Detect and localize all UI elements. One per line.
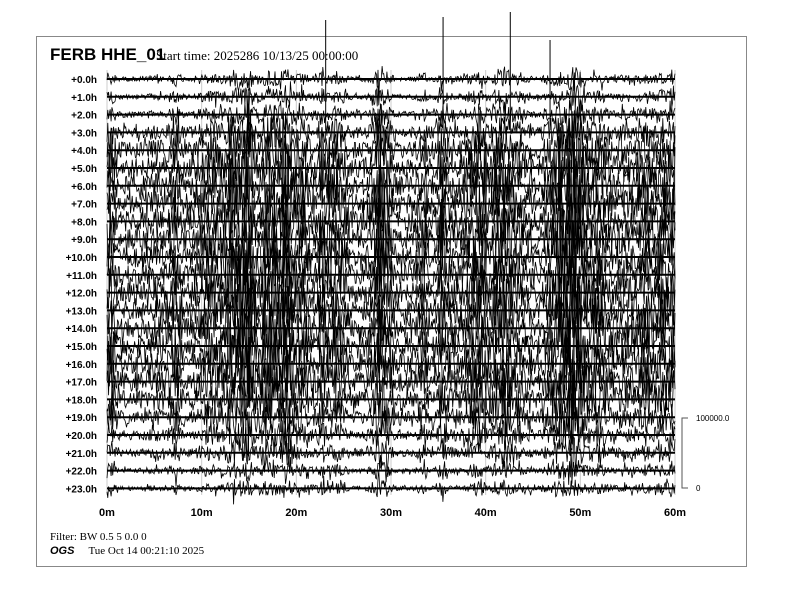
scale-min-label: 0	[696, 484, 701, 493]
hour-label: +7.0h	[71, 200, 97, 211]
plot-timestamp: Tue Oct 14 00:21:10 2025	[88, 545, 205, 557]
x-tick-label: 10m	[191, 507, 213, 519]
x-tick-label: 30m	[380, 507, 402, 519]
hour-label: +13.0h	[66, 306, 97, 317]
seismic-trace	[106, 141, 676, 284]
seismic-trace	[106, 194, 676, 303]
hour-label: +16.0h	[66, 360, 97, 371]
scale-max-label: 100000.0	[696, 414, 730, 423]
seismic-trace	[106, 423, 676, 475]
hour-label: +5.0h	[71, 164, 97, 175]
agency-label: OGS	[50, 545, 75, 557]
seismic-trace	[106, 201, 676, 303]
x-tick-label: 50m	[569, 507, 591, 519]
hour-label: +2.0h	[71, 111, 97, 122]
hour-label: +20.0h	[66, 431, 97, 442]
hour-label: +22.0h	[66, 467, 97, 478]
hour-label: +23.0h	[66, 484, 97, 495]
seismic-trace	[106, 379, 676, 446]
hour-label: +14.0h	[66, 324, 97, 335]
hour-label: +10.0h	[66, 253, 97, 264]
x-tick-label: 0m	[99, 507, 115, 519]
seismic-trace	[106, 448, 676, 487]
footer-line: OGS Tue Oct 14 00:21:10 2025	[50, 545, 204, 557]
hour-label: +6.0h	[71, 182, 97, 193]
x-tick-label: 20m	[285, 507, 307, 519]
hour-label: +9.0h	[71, 235, 97, 246]
hour-label: +12.0h	[66, 289, 97, 300]
hour-label: +1.0h	[71, 93, 97, 104]
start-time: Start time: 2025286 10/13/25 00:00:00	[156, 48, 359, 63]
station-title: FERB HHE_01	[50, 45, 166, 64]
seismic-trace	[106, 266, 676, 381]
seismic-trace	[106, 72, 676, 116]
hour-label: +3.0h	[71, 128, 97, 139]
x-tick-label: 40m	[475, 507, 497, 519]
seismic-trace	[106, 66, 676, 98]
hour-label: +0.0h	[71, 75, 97, 86]
hour-label: +17.0h	[66, 378, 97, 389]
amplitude-scale-bar	[681, 417, 688, 489]
hour-label: +4.0h	[71, 146, 97, 157]
hour-label: +18.0h	[66, 395, 97, 406]
hour-label: +21.0h	[66, 449, 97, 460]
seismic-trace	[106, 109, 676, 224]
hour-label: +19.0h	[66, 413, 97, 424]
seismic-trace	[106, 104, 676, 194]
plot-frame	[36, 36, 747, 567]
hour-label: +8.0h	[71, 217, 97, 228]
hour-label: +15.0h	[66, 342, 97, 353]
filter-label: Filter: BW 0.5 5 0.0 0	[50, 531, 147, 543]
x-tick-label: 60m	[664, 507, 686, 519]
hour-label: +11.0h	[66, 271, 97, 282]
